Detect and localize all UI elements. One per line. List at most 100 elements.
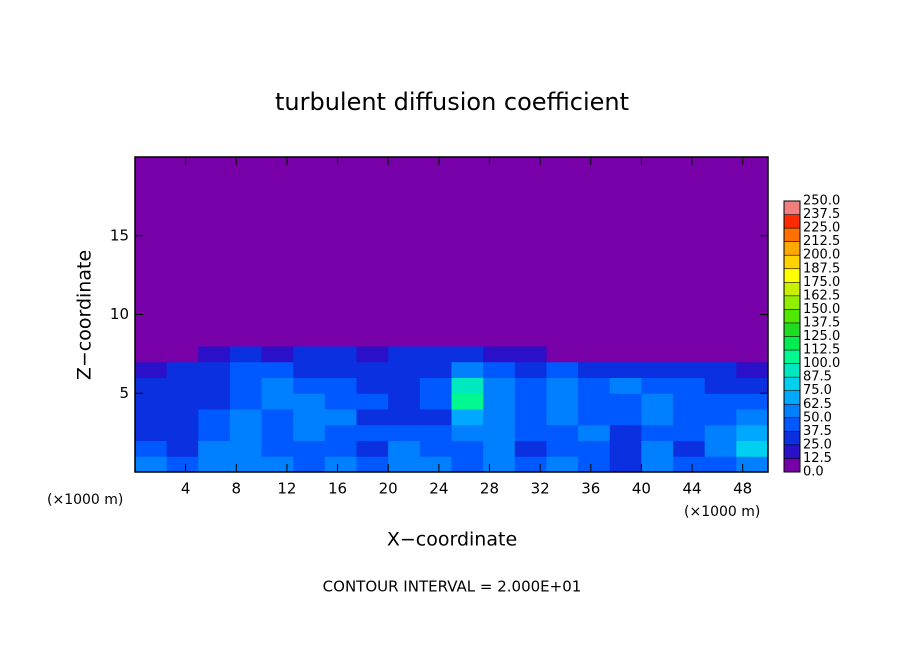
contour-cell	[704, 409, 737, 426]
colorbar-swatch	[784, 377, 800, 391]
contour-cell	[388, 456, 421, 473]
contour-cell	[546, 377, 579, 394]
contour-cell	[609, 393, 642, 410]
contour-cell	[736, 456, 769, 473]
colorbar-swatch	[784, 458, 800, 473]
x-tick-label: 48	[733, 480, 752, 498]
contour-cell	[514, 157, 547, 347]
contour-cell	[673, 157, 706, 347]
contour-cell	[135, 361, 168, 378]
contour-cell	[356, 456, 389, 473]
colorbar-swatch	[784, 350, 800, 364]
contour-cell	[229, 346, 263, 363]
contour-cell	[166, 377, 199, 394]
colorbar-label: 225.0	[803, 221, 840, 236]
colorbar-swatch	[784, 390, 800, 405]
footer-note: CONTOUR INTERVAL = 2.000E+01	[323, 578, 582, 596]
contour-cell	[704, 440, 737, 457]
colorbar-label: 200.0	[803, 248, 840, 263]
contour-cell	[198, 377, 231, 394]
colorbar-label: 37.5	[803, 424, 832, 439]
contour-cell	[419, 409, 452, 426]
contour-cell	[546, 440, 579, 457]
contour-cell	[198, 424, 231, 441]
contour-cell	[736, 409, 769, 426]
contour-cell	[483, 157, 516, 347]
contour-cell	[198, 456, 231, 473]
contour-cell	[419, 393, 452, 410]
contour-cell	[419, 157, 452, 347]
x-tick-label: 20	[379, 480, 398, 498]
contour-cell	[673, 393, 706, 410]
chart-title: turbulent diffusion coefficient	[275, 88, 629, 116]
contour-cell	[166, 440, 199, 457]
contour-cell	[641, 361, 674, 378]
contour-cell	[578, 393, 611, 410]
contour-cell	[261, 424, 294, 441]
contour-cell	[736, 361, 769, 378]
contour-cell	[166, 456, 199, 473]
contour-cell	[609, 409, 642, 426]
y-tick-label: 5	[119, 384, 129, 402]
colorbar-label: 250.0	[803, 194, 840, 209]
contour-cell	[609, 456, 642, 473]
colorbar-label: 237.5	[803, 207, 840, 222]
contour-cell	[704, 361, 737, 378]
contour-cell	[609, 377, 642, 394]
contour-cell	[166, 157, 199, 347]
contour-cell	[514, 346, 547, 363]
contour-cell	[451, 393, 484, 410]
x-tick-label: 24	[429, 480, 448, 498]
contour-cell	[641, 157, 674, 347]
contour-cell	[704, 456, 737, 473]
contour-cell	[261, 157, 294, 347]
contour-cell	[483, 361, 516, 378]
colorbar-label: 125.0	[803, 329, 840, 344]
contour-cell	[673, 409, 706, 426]
contour-cell	[451, 361, 484, 378]
contour-cell	[229, 424, 263, 441]
contour-cell	[578, 409, 611, 426]
contour-cell	[578, 377, 611, 394]
contour-cell	[198, 361, 231, 378]
contour-cell	[514, 393, 547, 410]
contour-cell	[166, 346, 199, 363]
colorbar-label: 0.0	[803, 465, 824, 480]
colorbar-swatch	[784, 444, 800, 459]
x-tick-label: 32	[531, 480, 550, 498]
contour-cell	[641, 424, 674, 441]
colorbar-label: 62.5	[803, 397, 832, 412]
contour-cell	[135, 377, 168, 394]
y-axis-label: Z−coordinate	[74, 250, 96, 380]
contour-cell	[704, 393, 737, 410]
x-tick-label: 40	[632, 480, 651, 498]
x-tick-label: 12	[277, 480, 296, 498]
contour-cell	[356, 393, 389, 410]
contour-cell	[135, 393, 168, 410]
colorbar-swatch	[784, 404, 800, 419]
colorbar-swatch	[784, 309, 800, 324]
contour-cell	[704, 346, 737, 363]
contour-cell	[324, 361, 358, 378]
contour-cell	[451, 377, 484, 394]
contour-cell	[356, 346, 389, 363]
contour-cell	[293, 157, 326, 347]
y-tick-label: 15	[110, 226, 129, 244]
contour-cell	[483, 377, 516, 394]
contour-cell	[324, 456, 358, 473]
contour-cell	[736, 424, 769, 441]
contour-cell	[673, 440, 706, 457]
contour-cell	[704, 377, 737, 394]
contour-cell	[419, 377, 452, 394]
colorbar-swatch	[784, 417, 800, 432]
contour-cell	[736, 440, 769, 457]
colorbar-label: 87.5	[803, 370, 832, 385]
contour-cell	[388, 393, 421, 410]
colorbar-swatch	[784, 268, 800, 283]
contour-cell	[546, 456, 579, 473]
contour-cell	[135, 440, 168, 457]
contour-cell	[578, 456, 611, 473]
contour-cell	[135, 409, 168, 426]
contour-cell	[388, 157, 421, 347]
